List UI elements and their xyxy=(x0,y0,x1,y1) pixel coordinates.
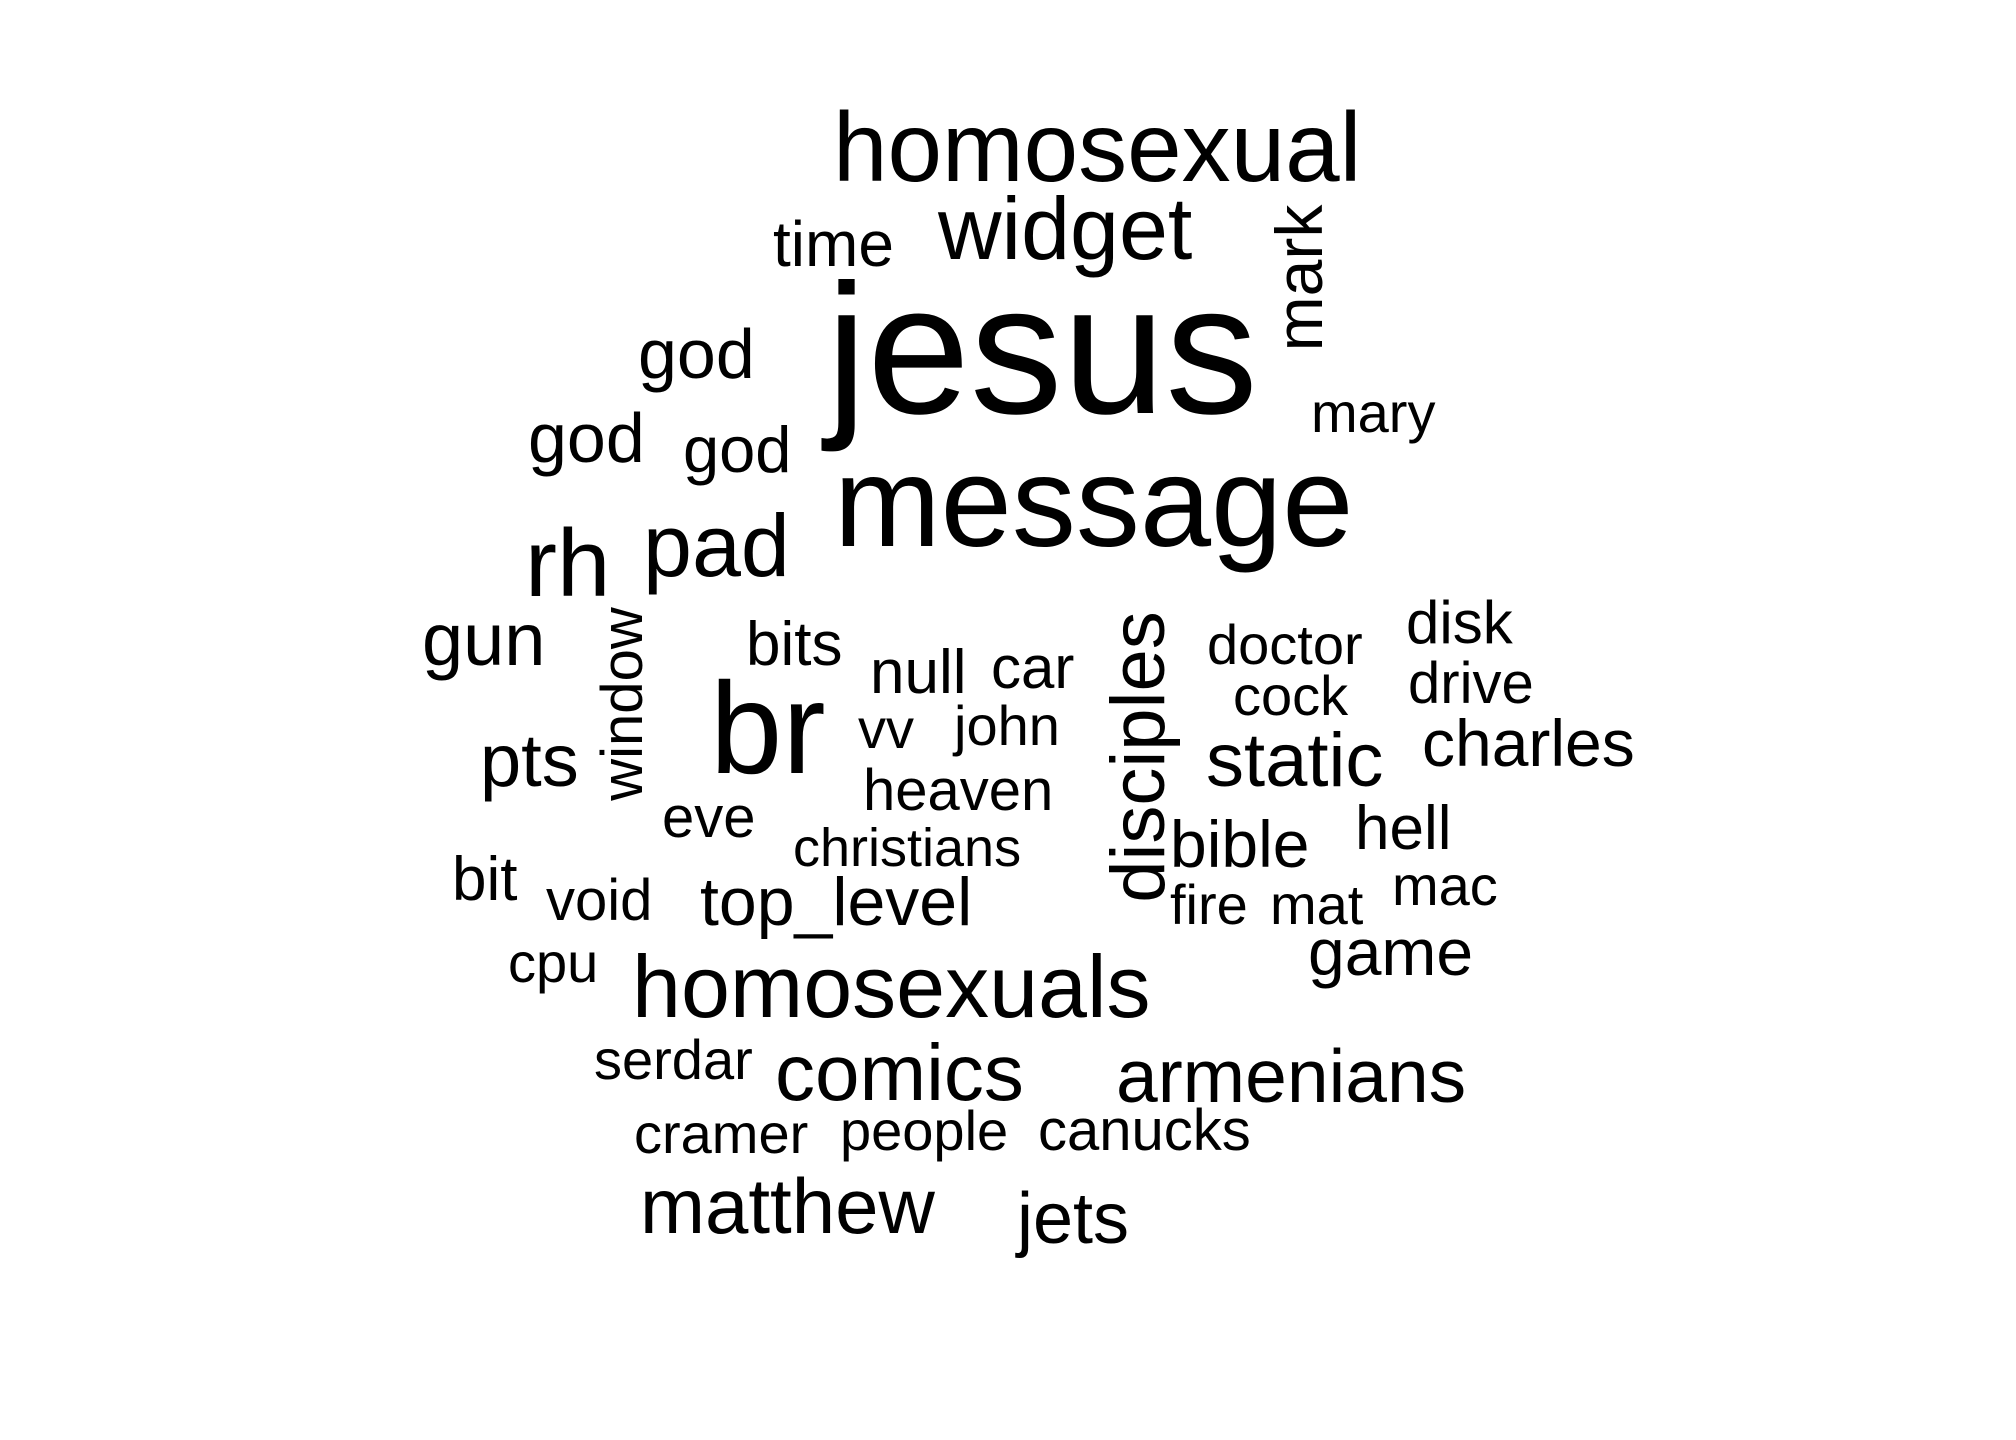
word-br: br xyxy=(710,655,826,801)
word-drive: drive xyxy=(1408,651,1534,716)
word-void: void xyxy=(546,868,652,933)
word-widget: widget xyxy=(937,179,1192,278)
word-jesus: jesus xyxy=(821,247,1258,453)
word-people: people xyxy=(840,1099,1008,1162)
word-serdar: serdar xyxy=(594,1028,753,1091)
word-fire: fire xyxy=(1170,873,1248,936)
word-window: window xyxy=(590,606,655,802)
word-disciples: disciples xyxy=(1096,611,1181,902)
word-homosexuals: homosexuals xyxy=(632,937,1151,1036)
word-heaven: heaven xyxy=(863,758,1053,823)
word-doctor: doctor xyxy=(1207,613,1363,676)
word-disk: disk xyxy=(1406,589,1514,656)
word-static: static xyxy=(1206,718,1383,803)
word-god: god xyxy=(528,399,645,477)
word-cramer: cramer xyxy=(634,1102,808,1165)
word-pts: pts xyxy=(480,719,579,802)
word-hell: hell xyxy=(1355,794,1452,863)
word-god: god xyxy=(638,315,755,393)
word-john: john xyxy=(952,694,1060,757)
word-charles: charles xyxy=(1422,706,1635,780)
word-rh: rh xyxy=(525,510,610,617)
word-cock: cock xyxy=(1233,664,1349,727)
word-mark: mark xyxy=(1262,204,1336,352)
word-pad: pad xyxy=(643,496,790,595)
word-mat: mat xyxy=(1270,873,1364,936)
word-matthew: matthew xyxy=(640,1162,935,1250)
word-bit: bit xyxy=(452,845,517,914)
word-comics: comics xyxy=(775,1028,1024,1117)
word-homosexual: homosexual xyxy=(833,92,1361,202)
word-bits: bits xyxy=(746,610,842,679)
word-eve: eve xyxy=(662,785,756,850)
word-mac: mac xyxy=(1392,854,1498,917)
word-game: game xyxy=(1308,915,1473,989)
word-bible: bible xyxy=(1170,807,1309,881)
word-vv: vv xyxy=(858,697,914,760)
word-gun: gun xyxy=(422,598,545,681)
word-message: message xyxy=(834,431,1353,574)
word-jets: jets xyxy=(1015,1179,1129,1259)
word-time: time xyxy=(773,208,894,280)
word-cpu: cpu xyxy=(508,931,598,994)
word-god: god xyxy=(683,413,791,486)
word-car: car xyxy=(991,634,1074,701)
word-canucks: canucks xyxy=(1038,1098,1251,1163)
word-mary: mary xyxy=(1311,381,1435,444)
word-top-level: top_level xyxy=(700,864,972,940)
word-null: null xyxy=(870,638,967,707)
word-armenians: armenians xyxy=(1116,1034,1466,1118)
word-christians: christians xyxy=(793,818,1021,878)
